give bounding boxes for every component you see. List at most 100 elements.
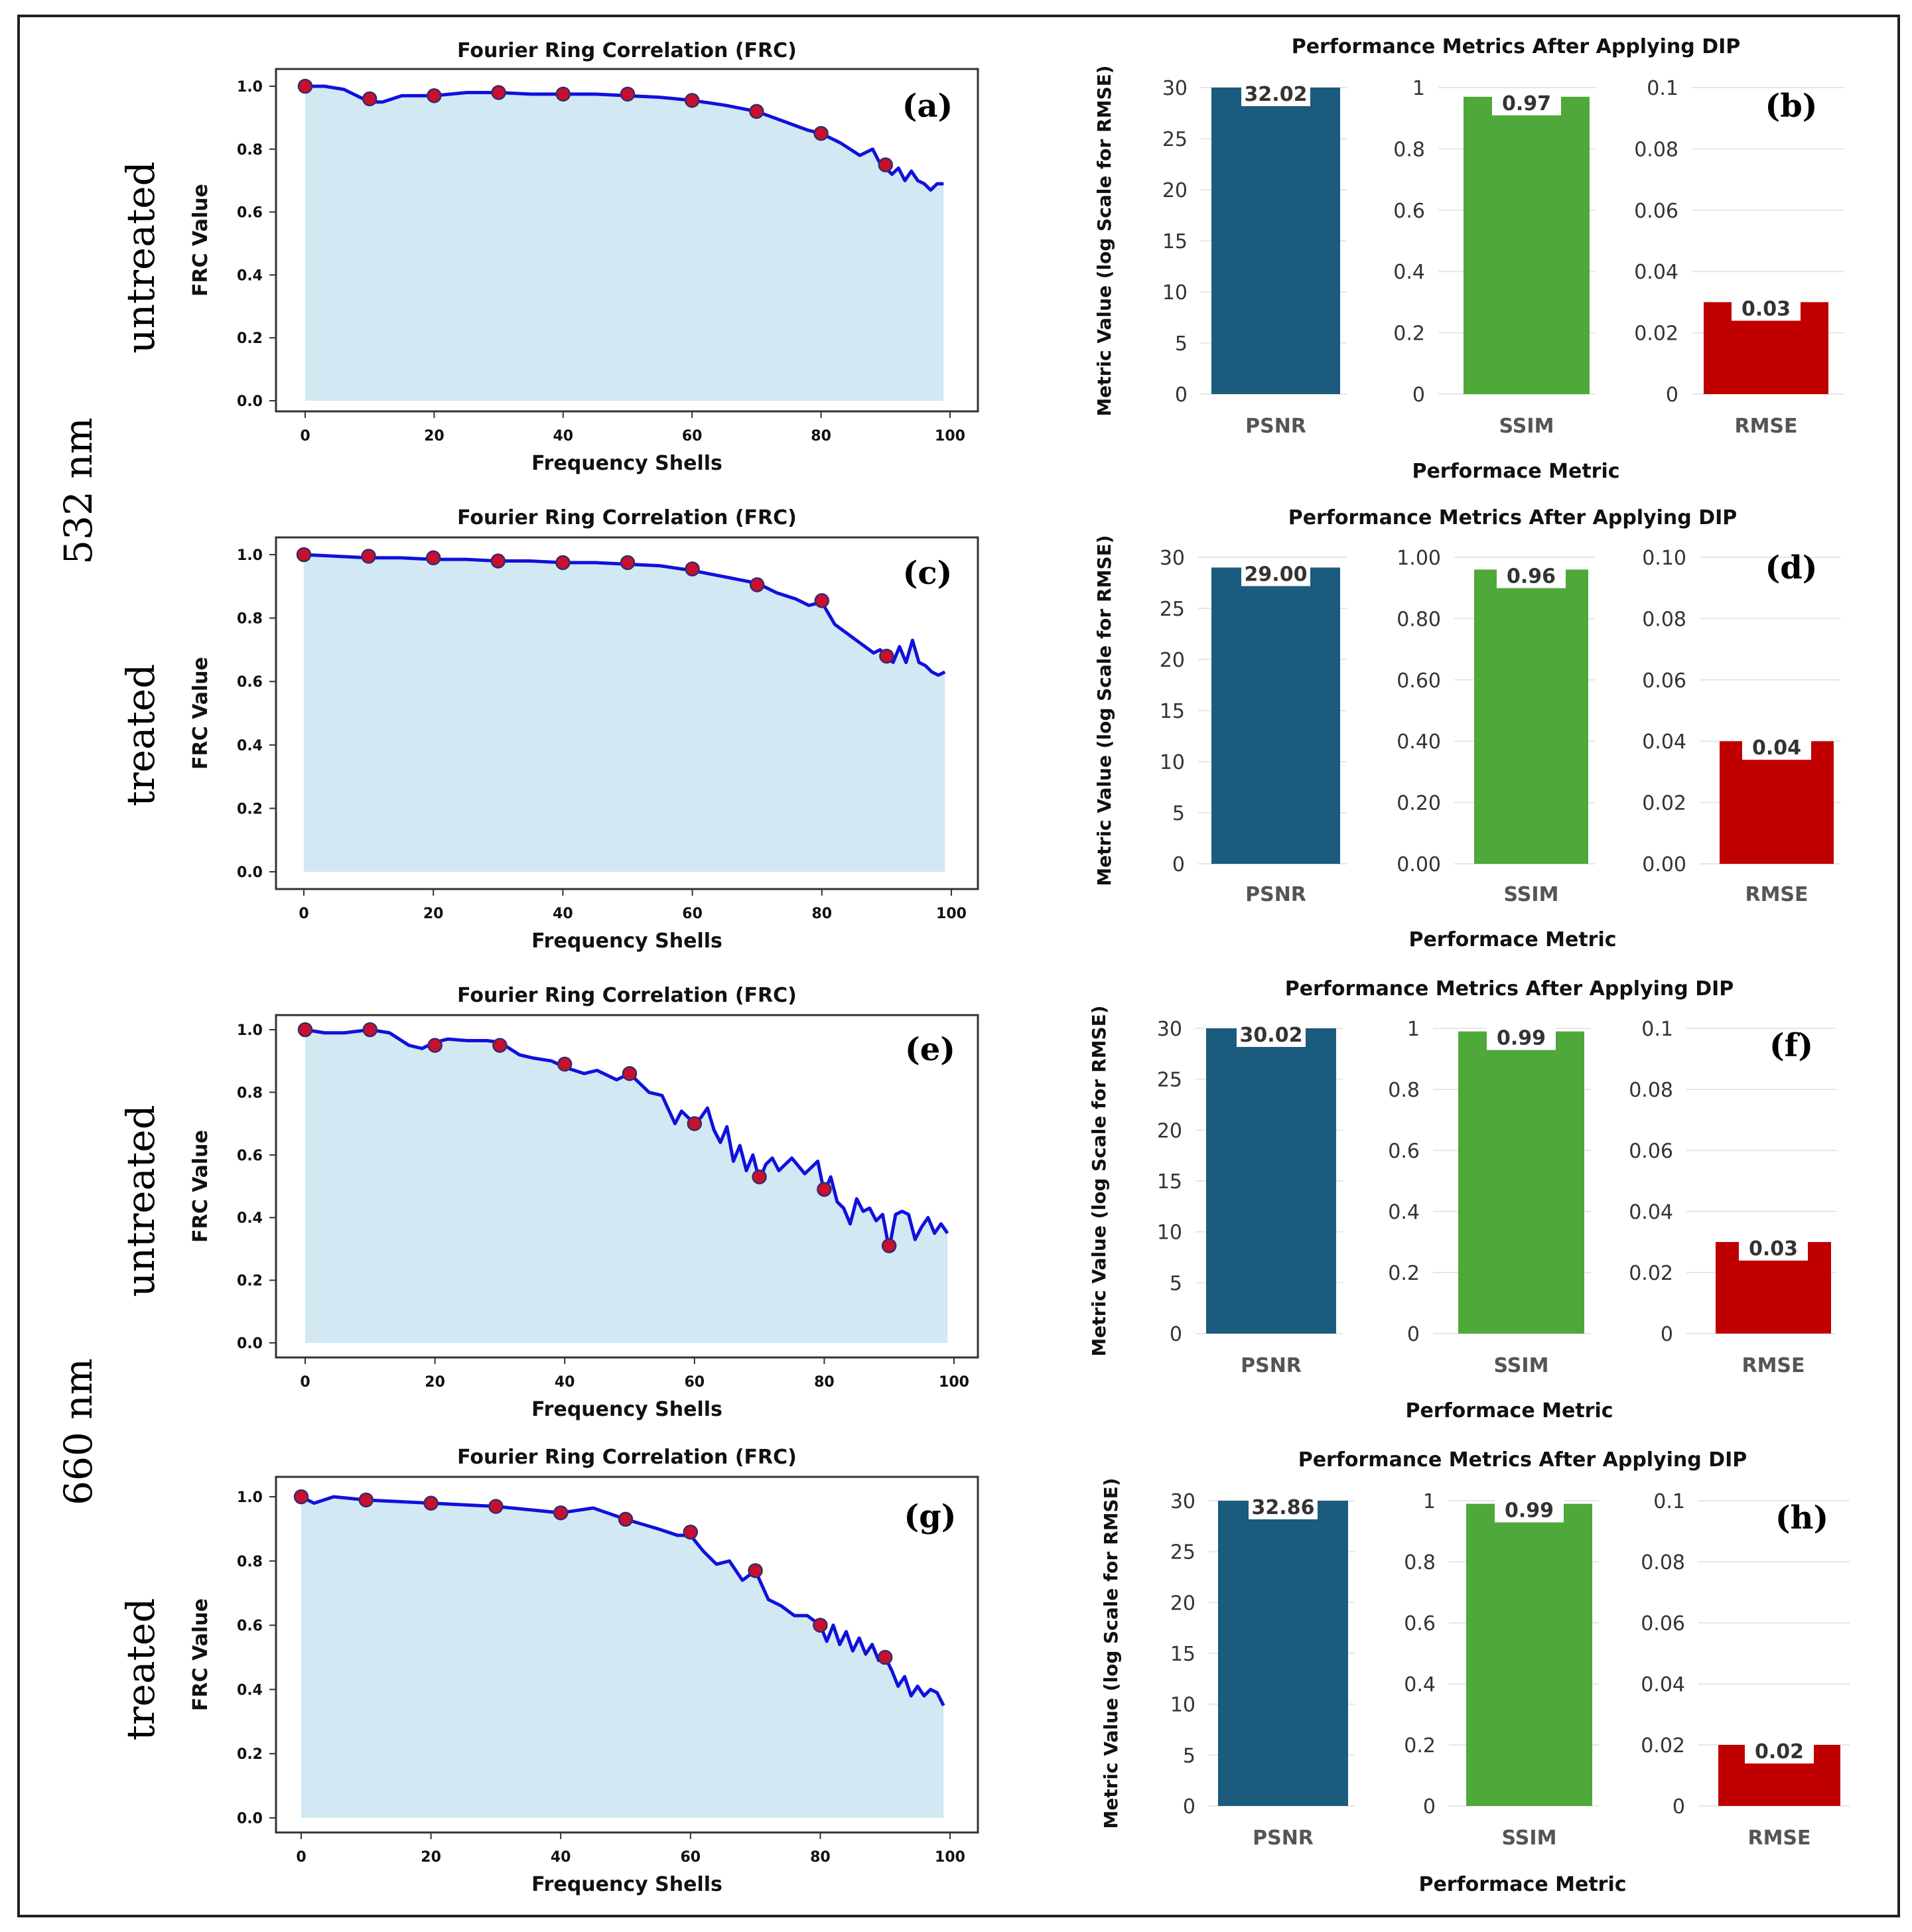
frc-xtick-label: 80 — [811, 906, 832, 922]
metrics-ytick-label: 20 — [1170, 1592, 1195, 1615]
frc-xtick-label: 80 — [810, 1849, 831, 1866]
frc-ytick-label: 0.2 — [237, 801, 263, 817]
metrics-ytick-label: 0.06 — [1629, 1140, 1673, 1163]
frc-marker — [685, 561, 700, 577]
metrics-ylabel: Metric Value (log Scale for RMSE) — [1093, 65, 1115, 416]
frc-ylabel: FRC Value — [189, 1598, 212, 1711]
frc-line — [305, 1028, 949, 1251]
metrics-value-label: 0.97 — [1502, 92, 1551, 115]
row-label-3: untreated — [118, 1105, 163, 1296]
metrics-ytick-label: 0.8 — [1404, 1551, 1436, 1574]
metrics-ytick-label: 1 — [1412, 77, 1425, 100]
metrics-ytick-label: 0 — [1183, 1795, 1195, 1819]
frc-xtick-label: 60 — [680, 1849, 701, 1866]
metrics-ytick-label: 0.40 — [1397, 730, 1441, 754]
metrics-ytick-label: 5 — [1175, 332, 1188, 356]
metrics-ytick-label: 10 — [1162, 281, 1188, 305]
frc-marker — [553, 1505, 569, 1521]
frc-xtick-label: 20 — [423, 906, 444, 922]
metrics-value-bg — [1495, 1499, 1564, 1523]
metrics-title: Performance Metrics After Applying DIP — [1292, 35, 1741, 58]
frc-marker — [490, 553, 506, 569]
metrics-ytick-label: 0 — [1423, 1795, 1436, 1819]
metrics-xlabel: Performace Metric — [1412, 460, 1619, 483]
metrics-ytick-label: 0 — [1170, 1323, 1182, 1346]
metrics-value-bg — [1249, 1497, 1318, 1519]
metrics-value-bg — [1739, 1238, 1808, 1261]
frc-xtick-label: 40 — [555, 1374, 575, 1391]
metrics-value-bg — [1237, 1024, 1306, 1047]
frc-marker — [684, 93, 700, 108]
frc-line — [303, 553, 946, 677]
metrics-ytick-label: 0.4 — [1388, 1201, 1420, 1224]
metrics-ytick-label: 1.00 — [1397, 547, 1441, 570]
frc-marker — [748, 1563, 763, 1578]
metrics-ytick-label: 0.08 — [1641, 1551, 1685, 1574]
frc-xtick-label: 20 — [421, 1849, 441, 1866]
metrics-value-label: 32.02 — [1245, 83, 1308, 106]
metrics-ytick-label: 0.04 — [1634, 261, 1678, 284]
frc-title: Fourier Ring Correlation (FRC) — [457, 984, 797, 1007]
metrics-xlabel: Performace Metric — [1405, 1399, 1613, 1422]
metrics-ytick-label: 0.04 — [1641, 1673, 1685, 1696]
frc-marker — [877, 1649, 893, 1665]
frc-xtick-label: 60 — [682, 428, 703, 445]
group-label-532: 532 nm — [56, 417, 101, 565]
metrics-ytick-label: 15 — [1160, 700, 1185, 723]
frc-xtick-label: 100 — [936, 906, 967, 922]
frc-xtick-label: 0 — [300, 428, 310, 445]
frc-ylabel: FRC Value — [189, 184, 212, 297]
frc-title: Fourier Ring Correlation (FRC) — [457, 39, 797, 62]
metrics-bar-ssim — [1466, 1503, 1592, 1806]
metrics-category-label: PSNR — [1253, 1827, 1314, 1850]
frc-marker — [425, 550, 441, 566]
metrics-ytick-label: 0.02 — [1634, 322, 1678, 346]
group-label-660: 660 nm — [56, 1358, 101, 1505]
metrics-ytick-label: 0.06 — [1641, 1612, 1685, 1635]
frc-area — [301, 1497, 944, 1818]
frc-marker — [427, 1038, 443, 1053]
frc-xtick-label: 40 — [551, 1849, 571, 1866]
frc-ytick-label: 0.4 — [237, 267, 263, 284]
metrics-bar-ssim — [1458, 1031, 1584, 1334]
frc-marker — [492, 1038, 508, 1053]
metrics-value-bg — [1742, 737, 1811, 760]
charts: Fourier Ring Correlation (FRC)0.00.20.40… — [189, 35, 1850, 1896]
metrics-category-label: PSNR — [1245, 415, 1306, 438]
metrics-bar-psnr — [1211, 567, 1340, 864]
metrics-ytick-label: 0.6 — [1393, 200, 1425, 223]
metrics-category-label: RMSE — [1747, 1827, 1810, 1850]
metrics-ytick-label: 1 — [1423, 1490, 1436, 1513]
metrics-ytick-label: 30 — [1160, 547, 1185, 570]
metrics-title: Performance Metrics After Applying DIP — [1285, 977, 1734, 1000]
metrics-ytick-label: 25 — [1162, 128, 1188, 151]
frc-xtick-label: 40 — [553, 428, 573, 445]
frc-marker — [749, 104, 764, 119]
frc-xtick-label: 80 — [814, 1374, 835, 1391]
metrics-panel-label: (d) — [1765, 549, 1818, 586]
metrics-ytick-label: 0.08 — [1629, 1079, 1673, 1102]
metrics-chart: Performance Metrics After Applying DIP 0 5… — [1093, 35, 1844, 483]
metrics-panel-label: (f) — [1769, 1027, 1813, 1064]
metrics-ytick-label: 0 — [1666, 383, 1678, 407]
frc-marker — [297, 78, 313, 94]
frc-ytick-label: 0.8 — [237, 142, 263, 159]
frc-xtick-label: 0 — [299, 906, 308, 922]
frc-marker — [620, 555, 636, 571]
metrics-ytick-label: 0.2 — [1393, 322, 1425, 346]
frc-xtick-label: 0 — [296, 1849, 306, 1866]
frc-ylabel: FRC Value — [189, 657, 212, 770]
metrics-ylabel: Metric Value (log Scale for RMSE) — [1100, 1478, 1122, 1828]
frc-marker — [427, 88, 442, 104]
frc-marker — [491, 85, 506, 100]
metrics-ytick-label: 0.00 — [1642, 853, 1686, 876]
frc-chart: Fourier Ring Correlation (FRC) 0.0 0.2 0.4 0… — [189, 984, 979, 1421]
frc-marker — [622, 1066, 638, 1081]
metrics-ytick-label: 0 — [1661, 1323, 1673, 1346]
metrics-ytick-label: 15 — [1157, 1170, 1182, 1194]
metrics-category-label: PSNR — [1245, 883, 1306, 906]
frc-xlabel: Frequency Shells — [531, 452, 722, 475]
metrics-value-bg — [1241, 563, 1310, 586]
metrics-ytick-label: 25 — [1160, 598, 1185, 621]
metrics-ytick-label: 0 — [1407, 1323, 1420, 1346]
